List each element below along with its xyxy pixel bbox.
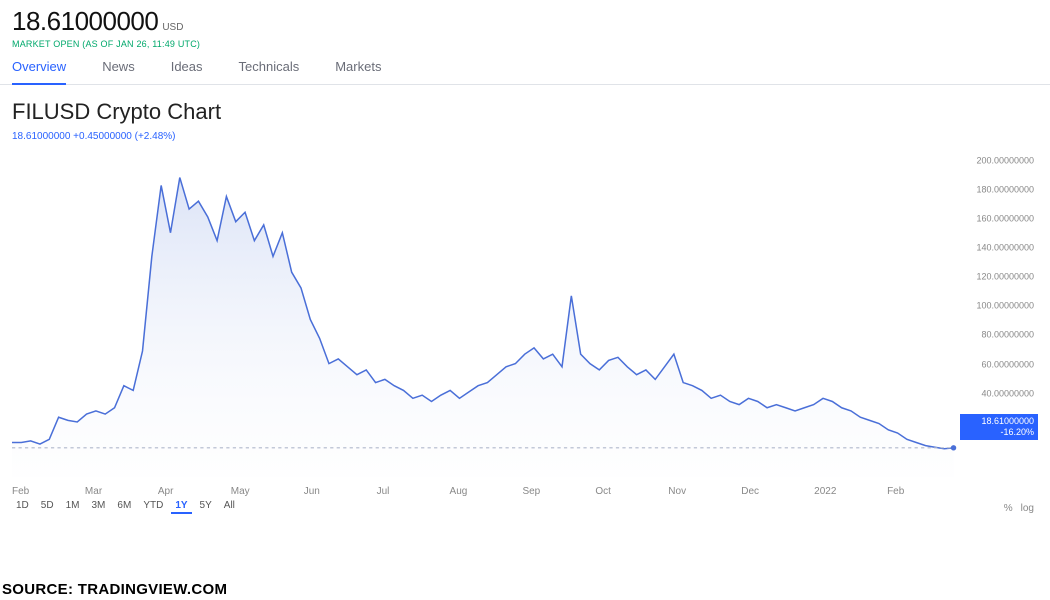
range-ytd[interactable]: YTD [139,499,167,514]
tab-technicals[interactable]: Technicals [239,59,300,84]
range-all[interactable]: All [220,499,239,514]
tab-news[interactable]: News [102,59,135,84]
chart-title: FILUSD Crypto Chart [0,85,1050,131]
log-toggle[interactable]: log [1021,503,1034,514]
chart-area[interactable]: 200.00000000180.00000000160.00000000140.… [12,146,1038,516]
badge-value: 18.61000000 [964,416,1034,427]
range-3m[interactable]: 3M [88,499,110,514]
market-status: MARKET OPEN (AS OF JAN 26, 11:49 UTC) [12,39,1038,49]
range-5d[interactable]: 5D [37,499,58,514]
source-attribution: SOURCE: TRADINGVIEW.COM [2,581,227,598]
range-6m[interactable]: 6M [113,499,135,514]
currency-label: USD [162,22,183,33]
tab-overview[interactable]: Overview [12,59,66,84]
range-1m[interactable]: 1M [62,499,84,514]
tab-markets[interactable]: Markets [335,59,381,84]
range-1y[interactable]: 1Y [171,499,191,514]
percent-toggle[interactable]: % [1004,503,1013,514]
current-price: 18.61000000 [12,6,158,37]
price-header: 18.61000000 USD MARKET OPEN (AS OF JAN 2… [0,0,1050,49]
nav-tabs: Overview News Ideas Technicals Markets [0,49,1050,85]
price-chart-svg [12,146,1038,512]
chart-meta: 18.61000000 +0.45000000 (+2.48%) [0,131,1050,146]
range-5y[interactable]: 5Y [196,499,216,514]
range-1d[interactable]: 1D [12,499,33,514]
badge-change: -16.20% [964,427,1034,438]
time-range-selector: 1D 5D 1M 3M6M YTD 1Y 5Y All [12,497,960,516]
scale-toggle: % log [960,501,1038,516]
tab-ideas[interactable]: Ideas [171,59,203,84]
current-price-badge: 18.61000000 -16.20% [960,414,1038,441]
